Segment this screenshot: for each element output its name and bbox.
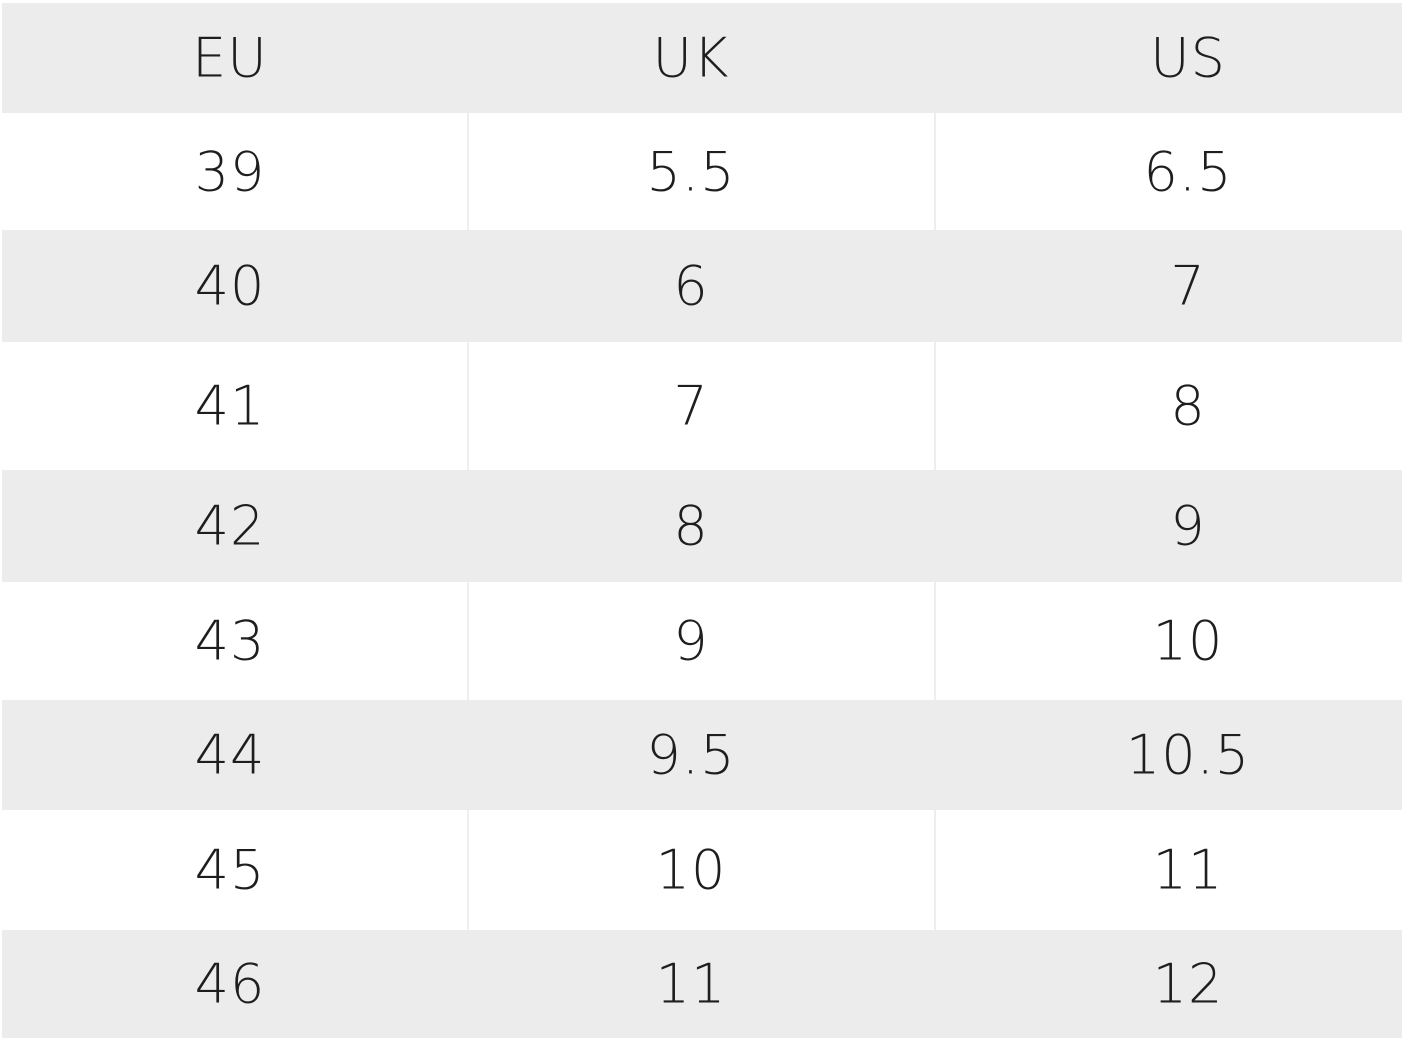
table-cell: 7 bbox=[1170, 254, 1206, 318]
column-divider bbox=[934, 810, 936, 930]
table-cell: 40 bbox=[194, 254, 266, 318]
table-row: 44 9.5 10.5 bbox=[2, 700, 1402, 810]
header-row: EU UK US bbox=[2, 3, 1402, 113]
header-cell: US bbox=[1150, 26, 1226, 90]
column-divider bbox=[934, 582, 936, 700]
table-cell: 8 bbox=[673, 494, 709, 558]
table-cell: 41 bbox=[194, 374, 266, 438]
table-row: 45 10 11 bbox=[2, 810, 1402, 930]
column-divider bbox=[467, 113, 469, 230]
table-cell: 10.5 bbox=[1125, 723, 1251, 787]
table-row: 40 6 7 bbox=[2, 230, 1402, 342]
header-cell: UK bbox=[652, 26, 730, 90]
header-cell: EU bbox=[192, 26, 268, 90]
column-divider bbox=[467, 582, 469, 700]
table-cell: 46 bbox=[194, 952, 266, 1016]
table-cell: 5.5 bbox=[646, 140, 736, 203]
column-divider bbox=[467, 342, 469, 470]
column-divider bbox=[934, 113, 936, 230]
table-cell: 10 bbox=[655, 838, 727, 902]
column-divider bbox=[467, 810, 469, 930]
table-cell: 39 bbox=[194, 140, 266, 203]
table-row: 43 9 10 bbox=[2, 582, 1402, 700]
table-cell: 11 bbox=[1152, 838, 1224, 902]
table-row: 46 11 12 bbox=[2, 930, 1402, 1038]
table-cell: 42 bbox=[194, 494, 266, 558]
table-cell: 8 bbox=[1170, 374, 1206, 438]
table-cell: 7 bbox=[673, 374, 709, 438]
table-cell: 11 bbox=[655, 952, 727, 1016]
table-cell: 12 bbox=[1152, 952, 1224, 1016]
table-cell: 10 bbox=[1152, 609, 1224, 673]
table-cell: 9 bbox=[1170, 494, 1206, 558]
table-cell: 45 bbox=[194, 838, 266, 902]
table-cell: 44 bbox=[194, 723, 266, 787]
table-cell: 9 bbox=[673, 609, 709, 673]
table-row: 41 7 8 bbox=[2, 342, 1402, 470]
table-cell: 9.5 bbox=[646, 723, 736, 787]
table-cell: 43 bbox=[194, 609, 266, 673]
table-row: 39 5.5 6.5 bbox=[2, 113, 1402, 230]
table-row: 42 8 9 bbox=[2, 470, 1402, 582]
table-cell: 6.5 bbox=[1143, 140, 1233, 203]
table-cell: 6 bbox=[673, 254, 709, 318]
column-divider bbox=[934, 342, 936, 470]
